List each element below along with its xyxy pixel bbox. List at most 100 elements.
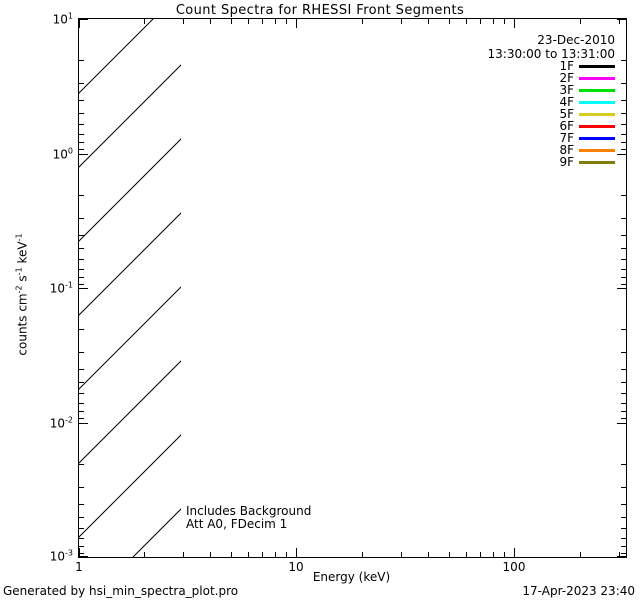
y-tick-minor (79, 218, 84, 219)
x-tick-major-top (514, 19, 515, 28)
legend-item-8f[interactable]: 8F (500, 143, 615, 157)
x-tick-minor (262, 552, 263, 557)
y-axis-title: counts cm-2 s-1 keV-1 (14, 233, 30, 356)
observation-date: 23-Dec-2010 (537, 33, 615, 47)
legend: 1F 2F 3F 4F 5F 6F 7F 8F (500, 59, 615, 169)
x-tick-minor-top (401, 19, 402, 24)
y-tick-minor (79, 393, 84, 394)
legend-label: 8F (559, 143, 574, 157)
y-tick-major (79, 556, 88, 557)
x-tick-major-100 (514, 548, 515, 557)
legend-color-swatch (579, 100, 615, 104)
hatched-excluded-region (79, 19, 181, 557)
x-tick-minor-top (449, 19, 450, 24)
y-tick-minor-right (621, 195, 626, 196)
legend-color-swatch (579, 64, 615, 68)
x-tick-label-10: 10 (288, 560, 304, 574)
y-tick-label-1e-2: 10-2 (49, 415, 73, 431)
y-tick-minor-right (621, 100, 626, 101)
x-tick-minor (401, 552, 402, 557)
y-tick-label-1e0: 100 (52, 146, 73, 162)
observation-datetime: 23-Dec-2010 13:30:00 to 13:31:00 (325, 33, 615, 61)
legend-color-swatch (579, 88, 615, 92)
y-tick-minor (79, 100, 84, 101)
y-tick-minor-right (621, 546, 626, 547)
y-tick-label-1e1: 101 (52, 11, 73, 27)
x-tick-minor-top (210, 19, 211, 24)
y-tick-minor-right (621, 124, 626, 125)
legend-item-7f[interactable]: 7F (500, 131, 615, 145)
x-tick-label-1: 1 (75, 560, 83, 574)
y-tick-major-right (617, 154, 626, 155)
y-tick-minor (79, 382, 84, 383)
y-tick-minor-right (621, 284, 626, 285)
legend-item-4f[interactable]: 4F (500, 95, 615, 109)
legend-color-swatch (579, 136, 615, 140)
x-tick-major-top (296, 19, 297, 28)
y-tick-minor-right (621, 403, 626, 404)
y-tick-minor (79, 538, 84, 539)
y-tick-minor-right (621, 259, 626, 260)
y-tick-minor (79, 277, 84, 278)
y-tick-minor (79, 142, 84, 143)
legend-label: 4F (559, 95, 574, 109)
x-axis-title: Energy (keV) (312, 570, 391, 584)
legend-item-5f[interactable]: 5F (500, 107, 615, 121)
legend-label: 3F (559, 83, 574, 97)
x-tick-minor (466, 552, 467, 557)
y-tick-minor (79, 259, 84, 260)
x-tick-minor (428, 552, 429, 557)
annotation-line-includes-background: Includes Background (186, 504, 312, 518)
x-tick-minor-top (580, 19, 581, 24)
legend-item-1f[interactable]: 1F (500, 59, 615, 73)
legend-item-2f[interactable]: 2F (500, 71, 615, 85)
y-tick-minor (79, 284, 84, 285)
annotation-line-attenuator: Att A0, FDecim 1 (186, 517, 288, 531)
y-tick-minor (79, 352, 84, 353)
y-tick-minor-right (621, 235, 626, 236)
x-tick-minor-top (286, 19, 287, 24)
y-tick-minor (79, 418, 84, 419)
y-tick-major (79, 154, 88, 155)
y-tick-minor (79, 113, 84, 114)
y-tick-minor-right (621, 248, 626, 249)
x-tick-minor-top (231, 19, 232, 24)
y-tick-minor-right (621, 83, 626, 84)
y-tick-minor-right (621, 149, 626, 150)
y-tick-major-right (617, 423, 626, 424)
y-tick-minor-right (621, 352, 626, 353)
x-tick-minor-top (504, 19, 505, 24)
y-tick-minor-right (621, 528, 626, 529)
legend-label: 6F (559, 119, 574, 133)
legend-label: 5F (559, 107, 574, 121)
x-tick-major-top (79, 19, 80, 28)
footer-timestamp: 17-Apr-2023 23:40 (522, 584, 635, 598)
x-tick-minor-top (619, 19, 620, 24)
y-tick-minor-right (621, 464, 626, 465)
y-tick-minor-right (621, 517, 626, 518)
legend-item-3f[interactable]: 3F (500, 83, 615, 97)
y-tick-major (79, 288, 88, 289)
x-tick-minor (144, 552, 145, 557)
legend-color-swatch (579, 112, 615, 116)
legend-item-9f[interactable]: 9F (500, 155, 615, 169)
plot-frame: Includes Background Att A0, FDecim 1 (78, 18, 627, 558)
x-tick-minor-top (428, 19, 429, 24)
legend-item-6f[interactable]: 6F (500, 119, 615, 133)
y-tick-minor (79, 235, 84, 236)
y-tick-label-1e-1: 10-1 (49, 280, 73, 296)
y-tick-minor-right (621, 134, 626, 135)
y-tick-major (79, 19, 88, 20)
legend-color-swatch (579, 160, 615, 164)
y-tick-minor-right (621, 553, 626, 554)
y-tick-minor (79, 248, 84, 249)
y-tick-minor-right (621, 382, 626, 383)
legend-label: 7F (559, 131, 574, 145)
y-tick-minor (79, 464, 84, 465)
page-title: Count Spectra for RHESSI Front Segments (175, 3, 465, 18)
x-tick-minor (362, 552, 363, 557)
y-tick-major-right (617, 556, 626, 557)
y-tick-minor-right (621, 369, 626, 370)
x-tick-minor-top (362, 19, 363, 24)
y-tick-minor (79, 149, 84, 150)
